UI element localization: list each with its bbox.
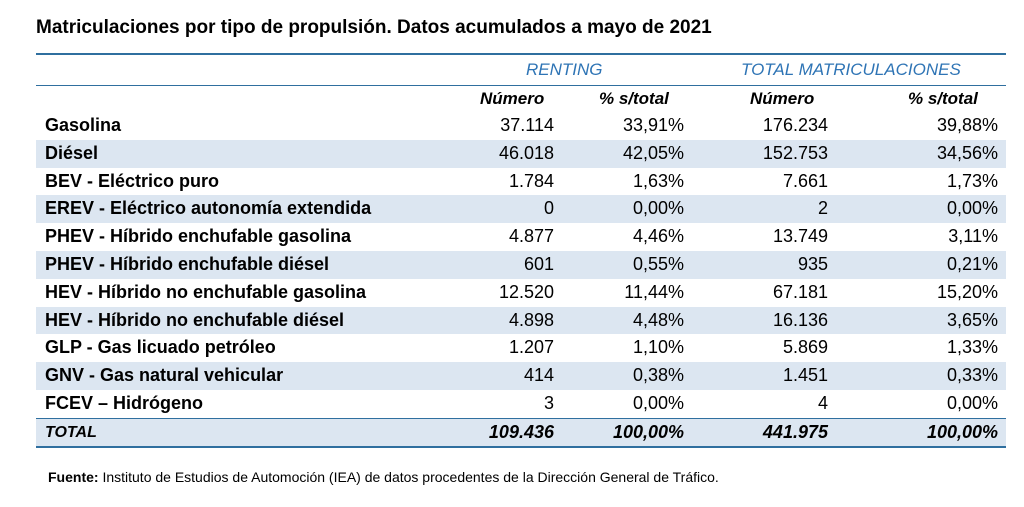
row-label: HEV - Híbrido no enchufable gasolina (45, 281, 367, 302)
cell-total-percent: 0,33% (946, 365, 998, 386)
group-header-rule (36, 85, 1006, 86)
total-renting-percent: 100,00% (612, 421, 684, 442)
row-label: PHEV - Híbrido enchufable diésel (45, 253, 330, 274)
cell-renting-percent: 1,10% (632, 337, 684, 358)
row-label: Diésel (45, 142, 99, 163)
row-label: HEV - Híbrido no enchufable diésel (45, 309, 345, 330)
data-table: RENTING TOTAL MATRICULACIONES Número % s… (36, 53, 1006, 448)
cell-renting-number: 37.114 (500, 115, 554, 135)
row-label: GLP - Gas licuado petróleo (45, 337, 276, 358)
cell-total-number: 13.749 (772, 226, 828, 247)
row-label: EREV - Eléctrico autonomía extendida (45, 198, 372, 219)
cell-total-number: 935 (797, 253, 828, 274)
table-row: Diésel 46.018 42,05% 152.753 34,56% (36, 139, 1006, 168)
cell-total-number: 7.661 (782, 170, 828, 191)
cell-total-number: 176.234 (762, 115, 828, 135)
table-row: EREV - Eléctrico autonomía extendida 0 0,0… (36, 195, 1006, 224)
cell-renting-percent: 0,55% (632, 253, 684, 274)
group-header-total: TOTAL MATRICULACIONES (741, 60, 961, 79)
cell-total-number: 5.869 (782, 337, 828, 358)
cell-total-number: 67.181 (772, 281, 828, 302)
total-all-number: 441.975 (762, 421, 828, 442)
subheader-renting-number: Número (480, 89, 545, 108)
group-header-row: RENTING TOTAL MATRICULACIONES (36, 55, 1006, 85)
cell-total-percent: 1,33% (946, 337, 998, 358)
table-row: FCEV – Hidrógeno 3 0,00% 4 0,00% (36, 390, 1006, 418)
total-all-percent: 100,00% (926, 421, 998, 442)
source-text: Instituto de Estudios de Automoción (IEA… (98, 469, 719, 485)
cell-renting-percent: 0,00% (632, 198, 684, 219)
table-row: HEV - Híbrido no enchufable diésel 4.898 4… (36, 306, 1006, 335)
cell-renting-percent: 0,38% (632, 365, 684, 386)
cell-renting-number: 12.520 (498, 281, 554, 302)
table-top-rule (36, 53, 1006, 55)
total-renting-number: 109.436 (488, 421, 554, 442)
cell-renting-number: 414 (523, 365, 554, 386)
subheader-renting-percent: % s/total (599, 89, 669, 108)
cell-renting-number: 0 (543, 198, 554, 219)
cell-total-percent: 39,88% (936, 115, 998, 135)
source-note: Fuente: Instituto de Estudios de Automoc… (48, 469, 719, 485)
cell-renting-percent: 4,46% (632, 226, 684, 247)
cell-total-number: 4 (817, 392, 828, 413)
table-body: Gasolina 37.114 33,91% 176.234 39,88% Diésel 4… (36, 112, 1006, 418)
cell-total-percent: 1,73% (946, 170, 998, 191)
cell-total-number: 152.753 (762, 142, 828, 163)
cell-renting-number: 3 (543, 392, 554, 413)
cell-total-number: 1.451 (782, 365, 828, 386)
cell-total-percent: 34,56% (936, 142, 998, 163)
row-label: FCEV – Hidrógeno (45, 392, 204, 413)
subheader-row: Número % s/total Número % s/total (36, 86, 1006, 112)
table-row: PHEV - Híbrido enchufable diésel 601 0,55%… (36, 250, 1006, 279)
row-label: GNV - Gas natural vehicular (45, 365, 284, 386)
table-row: GLP - Gas licuado petróleo 1.207 1,10% 5.86… (36, 334, 1006, 362)
cell-total-percent: 3,11% (948, 226, 998, 247)
cell-total-percent: 0,00% (946, 198, 998, 219)
cell-renting-number: 4.898 (508, 309, 554, 330)
cell-total-percent: 15,20% (936, 281, 998, 302)
cell-total-number: 16.136 (772, 309, 828, 330)
table-row: GNV - Gas natural vehicular 414 0,38% 1.451… (36, 362, 1006, 390)
total-row: TOTAL 109.436 100,00% 441.975 100,00% (36, 417, 1006, 448)
source-label: Fuente: (48, 469, 99, 485)
total-label: TOTAL (45, 423, 97, 441)
table-row: Gasolina 37.114 33,91% 176.234 39,88% (36, 112, 1006, 140)
cell-renting-number: 1.784 (508, 170, 554, 191)
cell-total-percent: 0,00% (946, 392, 998, 413)
cell-renting-number: 46.018 (498, 142, 554, 163)
subheader-total-percent: % s/total (908, 89, 978, 108)
row-label: Gasolina (45, 115, 122, 135)
row-label: PHEV - Híbrido enchufable gasolina (45, 226, 352, 247)
subheader-total-number: Número (750, 89, 815, 108)
cell-renting-percent: 1,63% (632, 170, 684, 191)
cell-renting-percent: 11,44% (624, 281, 684, 302)
cell-total-percent: 3,65% (946, 309, 998, 330)
cell-renting-number: 4.877 (508, 226, 554, 247)
page-title: Matriculaciones por tipo de propulsión. … (36, 17, 712, 38)
cell-renting-percent: 0,00% (632, 392, 684, 413)
row-label: BEV - Eléctrico puro (45, 170, 220, 191)
cell-renting-number: 1.207 (508, 337, 554, 358)
cell-renting-percent: 33,91% (622, 115, 684, 135)
cell-total-number: 2 (817, 198, 828, 219)
table-row: PHEV - Híbrido enchufable gasolina 4.877 4… (36, 223, 1006, 251)
cell-renting-number: 601 (523, 253, 554, 274)
table-row: BEV - Eléctrico puro 1.784 1,63% 7.661 1,73% (36, 168, 1006, 196)
cell-renting-percent: 4,48% (632, 309, 684, 330)
group-header-renting: RENTING (526, 60, 603, 79)
cell-renting-percent: 42,05% (622, 142, 684, 163)
cell-total-percent: 0,21% (946, 253, 998, 274)
table-row: HEV - Híbrido no enchufable gasolina 12.5… (36, 279, 1006, 307)
